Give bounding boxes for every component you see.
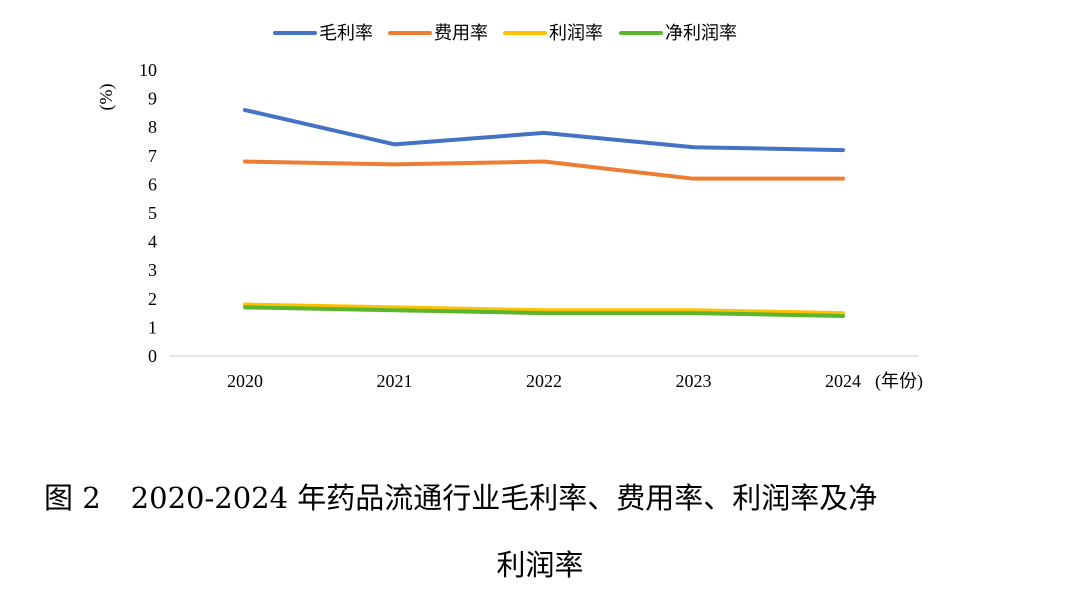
x-tick-label: 2021 [377,371,413,391]
y-tick-label: 4 [148,232,157,252]
y-tick-label: 1 [148,317,157,337]
legend-label: 净利润率 [665,23,737,44]
series-line [243,302,845,316]
series-line [243,108,845,153]
series-line [243,159,845,181]
legend-label: 费用率 [434,23,488,44]
y-tick-label: 5 [148,203,157,223]
y-tick-label: 8 [148,117,157,137]
legend-label: 毛利率 [319,23,373,44]
figure-caption: 图 2 2020-2024 年药品流通行业毛利率、费用率、利润率及净 [0,475,1080,517]
chart-legend: 毛利率 费用率 利润率 净利润率 [273,23,737,44]
x-axis: 2020 2021 2022 2023 2024 (年份) [170,355,923,392]
y-tick-label: 7 [148,146,157,166]
figure-caption-line1: 2020-2024 年药品流通行业毛利率、费用率、利润率及净 [130,481,878,515]
series-lines [243,108,845,318]
x-tick-label: 2022 [526,371,562,391]
x-tick-label: 2024 [825,371,861,391]
y-axis-label: (%) [96,84,117,111]
y-axis: 0 1 2 3 4 5 6 7 8 9 10 (%) [96,60,157,366]
y-tick-label: 0 [148,346,157,366]
x-tick-label: 2020 [227,371,263,391]
series-line [243,305,845,318]
figure-caption-line2: 利润率 [496,548,584,582]
y-tick-label: 6 [148,174,157,194]
figure-number: 图 2 [44,481,101,515]
y-tick-label: 9 [148,89,157,109]
x-tick-label: 2023 [676,371,712,391]
y-tick-label: 10 [139,60,157,80]
legend-label: 利润率 [549,23,603,44]
y-tick-label: 2 [148,289,157,309]
x-axis-label: (年份) [875,371,923,392]
y-tick-label: 3 [148,260,157,280]
